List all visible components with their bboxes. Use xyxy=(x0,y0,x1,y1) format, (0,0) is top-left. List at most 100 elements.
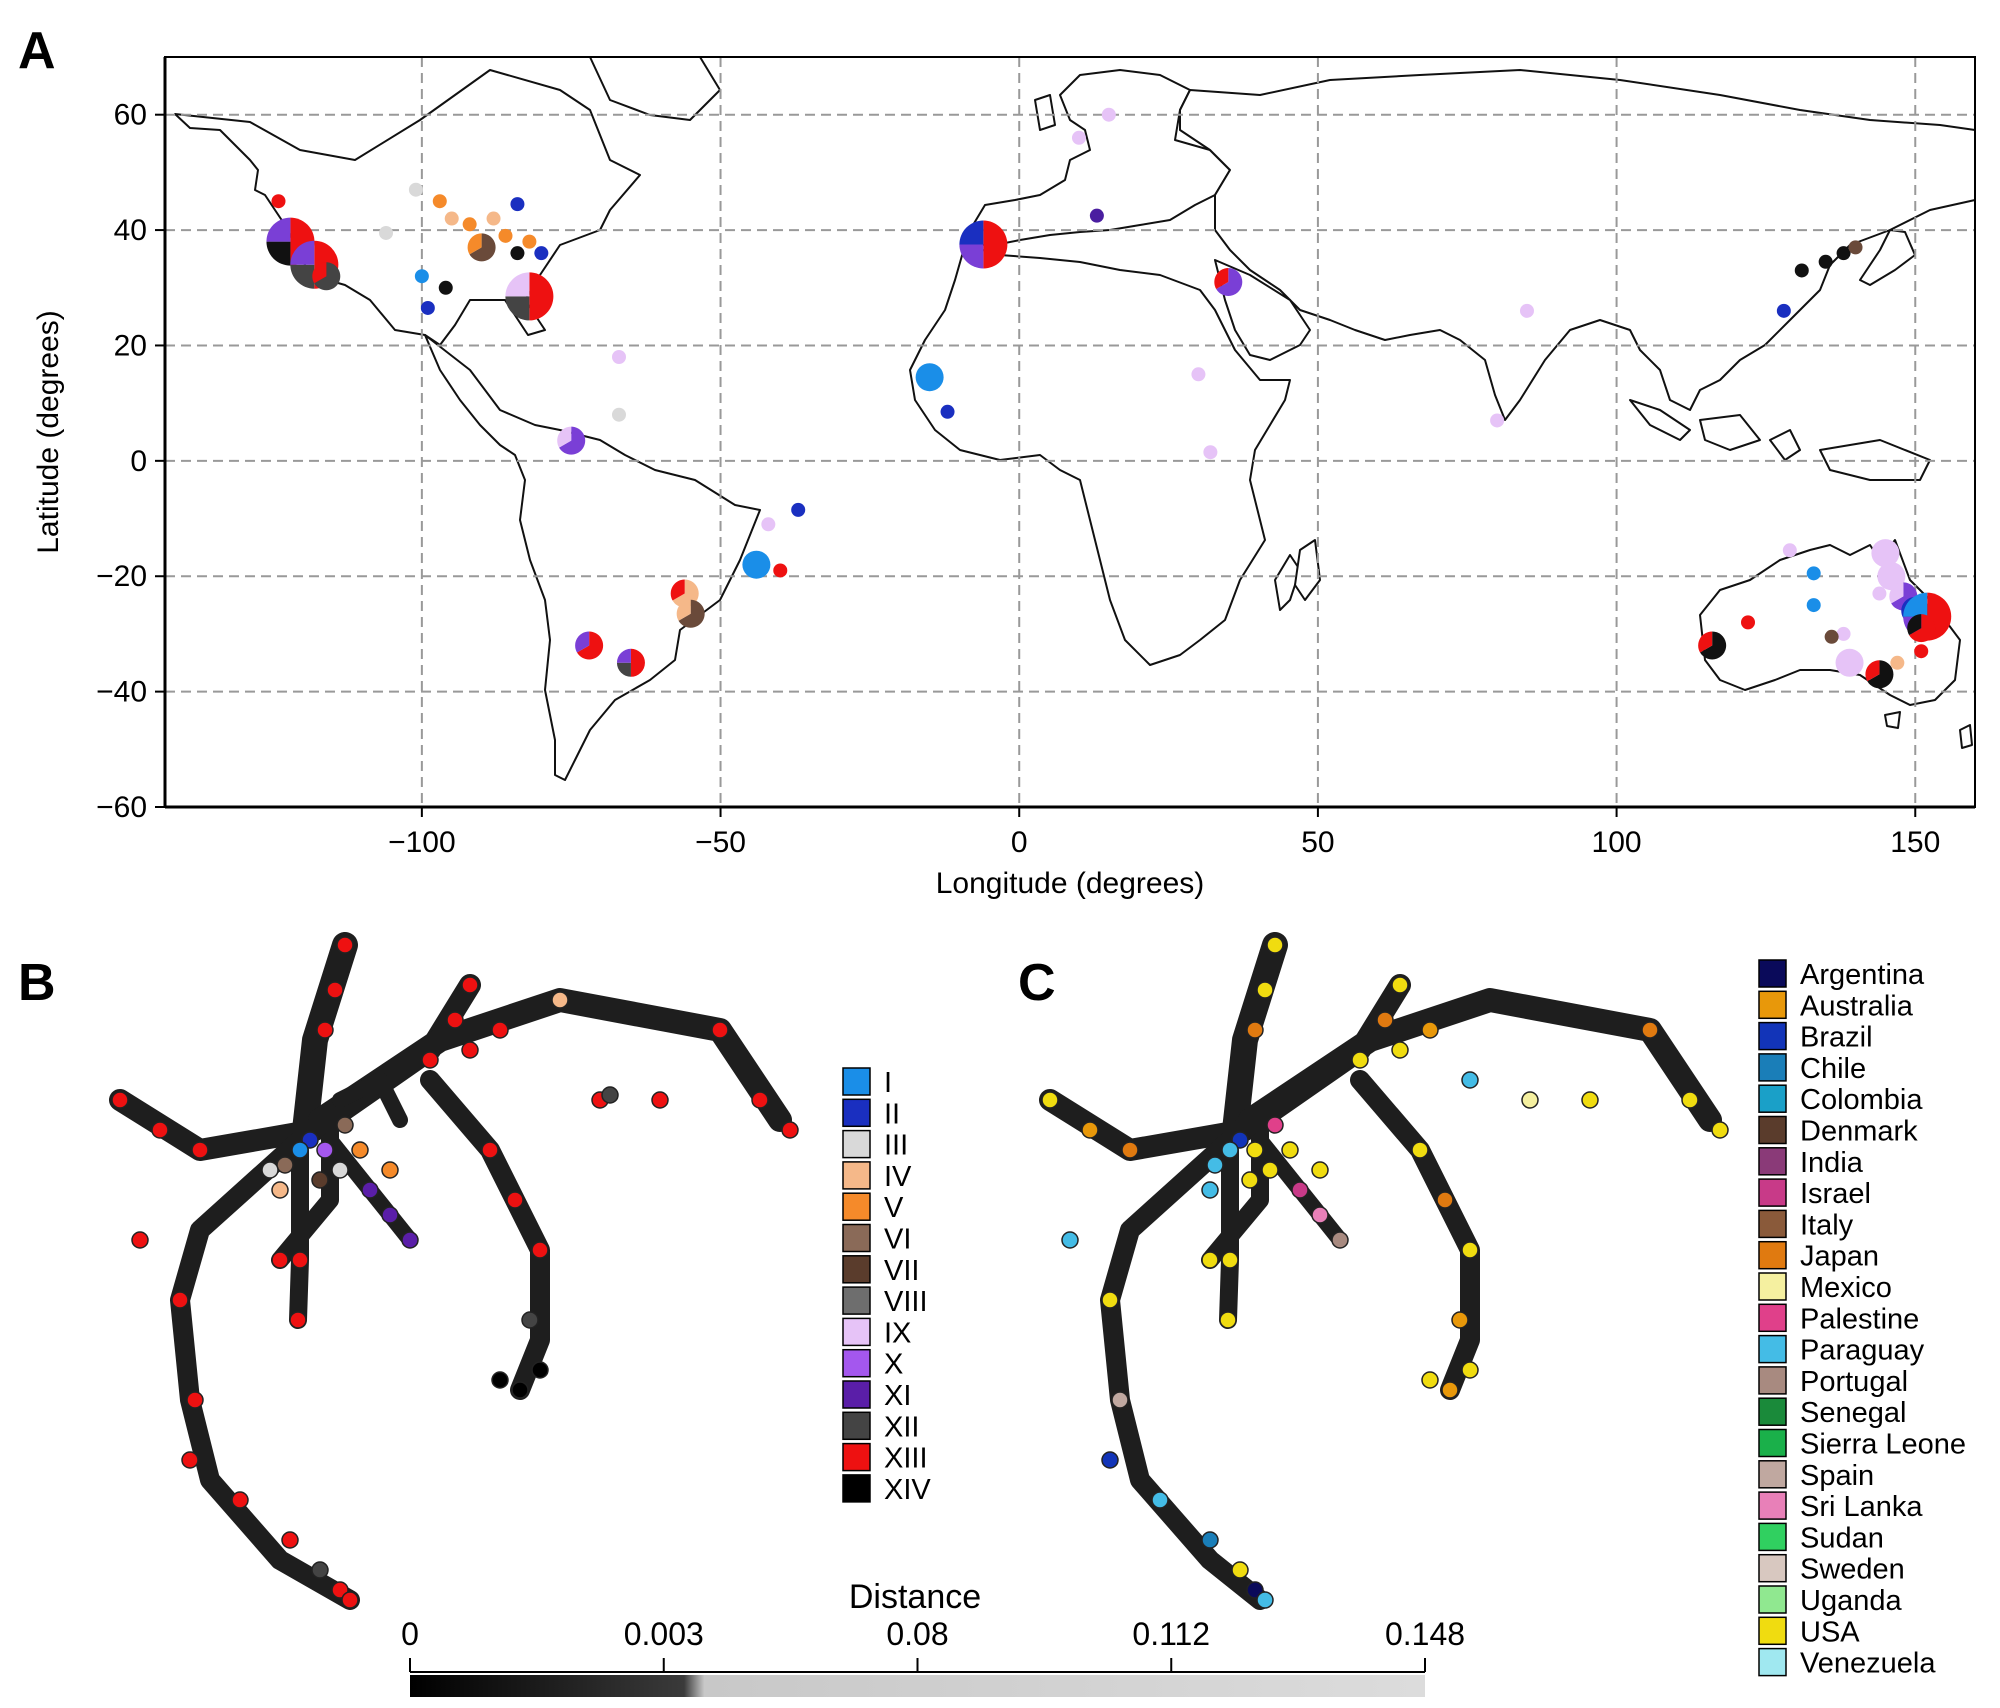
legend-swatch xyxy=(1758,1647,1787,1677)
map-point-slice xyxy=(379,225,394,240)
map-point xyxy=(1490,413,1505,428)
legend-label: Mexico xyxy=(1800,1272,1892,1304)
map-point xyxy=(1914,644,1929,659)
node xyxy=(1101,1291,1119,1309)
map-point-slice xyxy=(1490,413,1505,428)
colorbar-tick-label: 0.148 xyxy=(1385,1616,1465,1652)
node xyxy=(1231,1561,1249,1579)
node xyxy=(1201,1531,1219,1549)
map-point xyxy=(1872,586,1887,601)
legend-swatch xyxy=(842,1411,871,1441)
map-point-slice xyxy=(1836,626,1851,641)
map-point xyxy=(761,517,776,532)
node xyxy=(361,1181,379,1199)
node xyxy=(1411,1141,1429,1159)
legend-label: Japan xyxy=(1800,1241,1879,1273)
node xyxy=(1421,1021,1439,1039)
map-point xyxy=(611,407,626,422)
map-point-slice xyxy=(467,233,482,255)
legend-swatch xyxy=(1758,1491,1787,1520)
map-point xyxy=(915,363,944,392)
map-point xyxy=(420,300,435,315)
map-point-slice xyxy=(1071,130,1086,145)
map-x-axis-label: Longitude (degrees) xyxy=(936,867,1205,900)
legend-label: Brazil xyxy=(1800,1022,1873,1054)
map-point-slice xyxy=(915,363,944,392)
node xyxy=(1201,1251,1219,1269)
map-point xyxy=(432,194,447,209)
legend-swatch xyxy=(842,1380,871,1409)
map-point-slice xyxy=(1848,240,1863,255)
panel-c-network: ArgentinaAustraliaBrazilChileColombiaDen… xyxy=(1039,932,1966,1680)
node xyxy=(1421,1371,1439,1389)
node xyxy=(151,1121,169,1139)
map-point-slice xyxy=(1741,615,1756,630)
node xyxy=(351,1141,369,1159)
map-point xyxy=(1890,655,1905,670)
map-point-slice xyxy=(1089,208,1104,223)
legend-swatch xyxy=(842,1067,871,1096)
map-point xyxy=(414,269,429,284)
node xyxy=(331,1161,349,1179)
node xyxy=(781,1121,799,1139)
map-point-slice xyxy=(559,426,586,455)
map-point xyxy=(575,631,604,660)
map-point xyxy=(1698,631,1727,660)
map-point-slice xyxy=(1872,586,1887,601)
map-x-tick-label: −100 xyxy=(388,826,456,859)
node xyxy=(1281,1141,1299,1159)
node xyxy=(651,1091,669,1109)
node xyxy=(1641,1021,1659,1039)
map-y-tick-label: 0 xyxy=(130,445,147,478)
map-point xyxy=(1214,268,1243,296)
legend-swatch xyxy=(1758,1147,1787,1176)
node xyxy=(1061,1231,1079,1249)
node xyxy=(601,1086,619,1104)
node xyxy=(1101,1451,1119,1469)
node xyxy=(1451,1311,1469,1329)
map-point-slice xyxy=(444,211,459,226)
colorbar-tick-label: 0.003 xyxy=(624,1616,704,1652)
legend-label: XI xyxy=(884,1380,911,1412)
map-point-slice xyxy=(266,241,291,266)
node xyxy=(1441,1381,1459,1399)
node xyxy=(231,1491,249,1509)
network-c-nodes xyxy=(1041,936,1729,1609)
legend-label: Palestine xyxy=(1800,1303,1919,1335)
legend-swatch xyxy=(842,1286,871,1315)
map-y-tick-label: −20 xyxy=(96,560,147,593)
node xyxy=(1151,1491,1169,1509)
map-point-slice xyxy=(432,194,447,209)
colorbar-gradient xyxy=(410,1675,1425,1697)
map-point-slice xyxy=(1214,268,1229,289)
legend-swatch xyxy=(842,1255,871,1284)
branch xyxy=(1238,988,1722,1132)
map-point xyxy=(510,246,525,261)
map-point-slice xyxy=(1890,655,1905,670)
map-point-slice xyxy=(1877,562,1906,591)
node xyxy=(171,1291,189,1309)
legend-label: Uganda xyxy=(1800,1585,1902,1617)
map-point xyxy=(1835,648,1864,677)
map-point-slice xyxy=(1836,246,1851,261)
legend-label: IV xyxy=(884,1161,912,1193)
legend-swatch xyxy=(1758,1053,1787,1082)
node xyxy=(271,1181,289,1199)
legend-label: VI xyxy=(884,1224,911,1256)
map-point-slice xyxy=(959,220,984,245)
map-point-slice xyxy=(678,599,705,628)
map-point-slice xyxy=(1698,631,1713,653)
legend-label: Denmark xyxy=(1800,1116,1918,1148)
map-point-slice xyxy=(1909,614,1936,643)
map-point-slice xyxy=(1824,629,1839,644)
node xyxy=(1256,981,1274,999)
colorbar-ticks: 0 0.003 0.08 0.112 0.148 xyxy=(401,1616,1465,1672)
legend-label: VIII xyxy=(884,1286,928,1318)
map-point-slice xyxy=(630,648,645,677)
node xyxy=(291,1251,309,1269)
node xyxy=(1461,1241,1479,1259)
map-point-slice xyxy=(1835,648,1864,677)
map-point xyxy=(486,211,501,226)
map-point-slice xyxy=(1794,263,1809,278)
